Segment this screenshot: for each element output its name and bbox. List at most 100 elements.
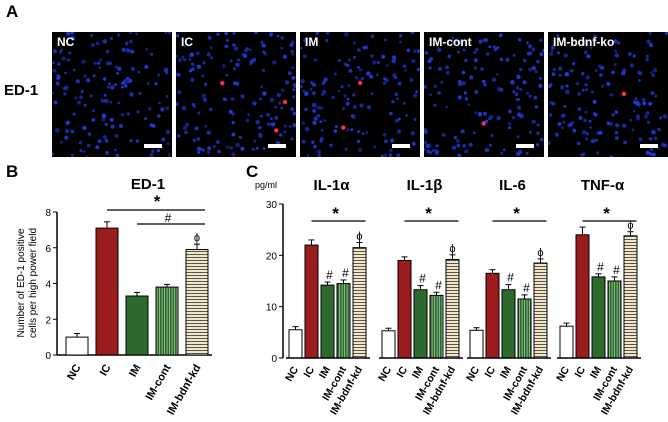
nucleus-dot	[411, 59, 416, 64]
nucleus-dot	[500, 151, 504, 155]
nucleus-dot	[489, 114, 494, 119]
nucleus-dot	[592, 39, 596, 42]
bar-nc	[381, 330, 396, 359]
nucleus-dot	[357, 129, 361, 134]
nucleus-dot	[266, 122, 271, 127]
nucleus-dot	[389, 138, 395, 143]
nucleus-dot	[548, 140, 551, 146]
nucleus-dot	[105, 61, 110, 66]
nucleus-dot	[632, 54, 636, 58]
nucleus-dot	[554, 132, 560, 137]
nucleus-dot	[376, 61, 381, 65]
nucleus-dot	[66, 120, 70, 125]
nucleus-dot	[59, 50, 62, 54]
nucleus-dot	[56, 74, 60, 78]
nucleus-dot	[563, 105, 567, 108]
nucleus-dot	[663, 143, 667, 148]
nucleus-dot	[301, 121, 306, 125]
nucleus-dot	[413, 118, 417, 121]
nucleus-dot	[638, 79, 641, 82]
nucleus-dot	[197, 150, 201, 154]
nucleus-dot	[359, 103, 364, 108]
nucleus-dot	[464, 97, 469, 101]
nucleus-dot	[551, 101, 556, 106]
nucleus-dot	[129, 92, 134, 97]
nucleus-dot	[189, 52, 194, 57]
nucleus-dot	[176, 54, 179, 58]
nucleus-dot	[592, 112, 596, 116]
nucleus-dot	[383, 153, 388, 157]
nucleus-dot	[291, 52, 295, 56]
nucleus-dot	[319, 136, 324, 141]
nucleus-dot	[79, 95, 83, 100]
nucleus-dot	[288, 125, 292, 128]
nucleus-dot	[206, 130, 211, 135]
phi-marker: ϕ	[356, 231, 362, 243]
nucleus-dot	[528, 44, 533, 49]
hash-marker: #	[342, 266, 349, 280]
micrograph-label: IM	[305, 35, 319, 49]
nucleus-dot	[483, 38, 488, 43]
star-marker: *	[154, 192, 161, 211]
nucleus-dot	[528, 51, 533, 56]
nucleus-dot	[284, 80, 290, 85]
nucleus-dot	[124, 84, 128, 88]
bar-im-bdnf-kd	[623, 235, 638, 359]
nucleus-dot	[613, 63, 617, 67]
nucleus-dot	[190, 67, 195, 71]
nucleus-dot	[114, 65, 118, 69]
nucleus-dot	[648, 32, 652, 35]
nucleus-dot	[534, 69, 538, 74]
nucleus-dot	[62, 86, 67, 91]
nucleus-dot	[402, 64, 407, 68]
nucleus-dot	[110, 124, 115, 129]
nucleus-dot	[594, 69, 598, 73]
nucleus-dot	[427, 59, 432, 64]
x-tick-label: NC	[464, 364, 482, 383]
nucleus-dot	[323, 119, 327, 123]
nucleus-dot	[103, 93, 107, 97]
nucleus-dot	[59, 140, 63, 144]
nucleus-dot	[597, 64, 602, 69]
nucleus-dot	[252, 101, 257, 106]
nucleus-dot	[568, 122, 573, 127]
ed1-positive-spot	[341, 125, 346, 130]
nucleus-dot	[90, 43, 95, 48]
y-tick-label: 30	[266, 200, 278, 211]
nucleus-dot	[147, 107, 152, 111]
nucleus-dot	[146, 82, 150, 85]
y-axis-label-line: Number of ED-1 positive	[16, 228, 27, 337]
nucleus-dot	[529, 130, 532, 134]
nucleus-dot	[224, 44, 229, 49]
nucleus-dot	[648, 152, 653, 156]
nucleus-dot	[353, 56, 356, 59]
phi-marker: ϕ	[449, 243, 455, 255]
nucleus-dot	[445, 105, 448, 109]
nucleus-dot	[528, 94, 532, 98]
scale-bar	[144, 144, 162, 148]
y-tick-label: 0	[271, 354, 277, 365]
x-tick-label: IM	[317, 364, 333, 380]
nucleus-dot	[80, 91, 84, 94]
nucleus-dot	[565, 84, 569, 88]
nucleus-dot	[262, 147, 266, 150]
nucleus-dot	[570, 69, 574, 73]
nucleus-dot	[304, 107, 308, 112]
nucleus-dot	[389, 148, 393, 152]
nucleus-dot	[549, 101, 553, 105]
x-tick-label: NC	[65, 362, 83, 382]
nucleus-dot	[52, 91, 54, 95]
nucleus-dot	[346, 128, 350, 132]
nucleus-dot	[572, 62, 576, 66]
nucleus-dot	[623, 140, 627, 145]
x-tick-label: IC	[394, 364, 410, 379]
nucleus-dot	[183, 58, 186, 62]
nucleus-dot	[177, 57, 182, 63]
nucleus-dot	[209, 46, 213, 49]
nucleus-dot	[614, 130, 619, 135]
chart-c-axis: pg/ml 0 10 20 30	[255, 180, 284, 365]
nucleus-dot	[98, 66, 101, 69]
nucleus-dot	[650, 71, 654, 75]
star-marker: *	[425, 204, 432, 223]
nucleus-dot	[216, 140, 220, 144]
